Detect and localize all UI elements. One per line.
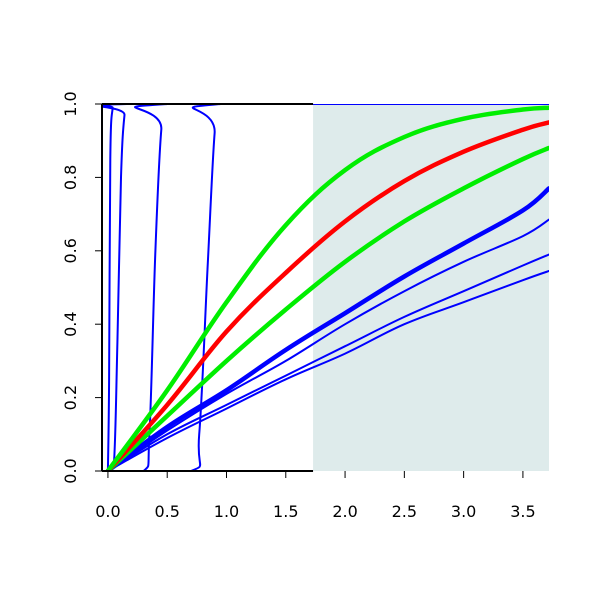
x-tick-label: 1.5 <box>273 502 298 521</box>
series-line-6 <box>106 253 549 471</box>
series-line-9 <box>105 145 549 471</box>
x-tick-label: 2.0 <box>332 502 357 521</box>
shaded-region <box>313 104 549 471</box>
series-line-10 <box>105 120 549 471</box>
series-line-3 <box>106 104 549 471</box>
x-tick-label: 3.5 <box>510 502 535 521</box>
y-tick-label: 0.2 <box>61 385 80 410</box>
series-line-8 <box>105 186 549 471</box>
x-tick-label: 2.5 <box>392 502 417 521</box>
shaded-region-layer <box>313 104 549 471</box>
y-tick-label: 0.8 <box>61 165 80 190</box>
y-tick-label: 0.6 <box>61 238 80 263</box>
y-tick-label: 1.0 <box>61 91 80 116</box>
series-line-7 <box>106 218 549 471</box>
y-tick-label: 0.0 <box>61 458 80 483</box>
x-tick-label: 1.0 <box>214 502 239 521</box>
axis-layer: 0.0 0.5 1.0 1.5 2.0 2.5 3.0 3.5 0.0 0.2 0.4 0.6 0.8 1… <box>61 91 536 521</box>
x-tick-label: 0.5 <box>154 502 179 521</box>
x-tick-label: 3.0 <box>451 502 476 521</box>
x-tick-label: 0.0 <box>95 502 120 521</box>
y-tick-label: 0.4 <box>61 311 80 336</box>
series-line-11 <box>105 105 549 471</box>
series-line-5 <box>106 270 549 471</box>
